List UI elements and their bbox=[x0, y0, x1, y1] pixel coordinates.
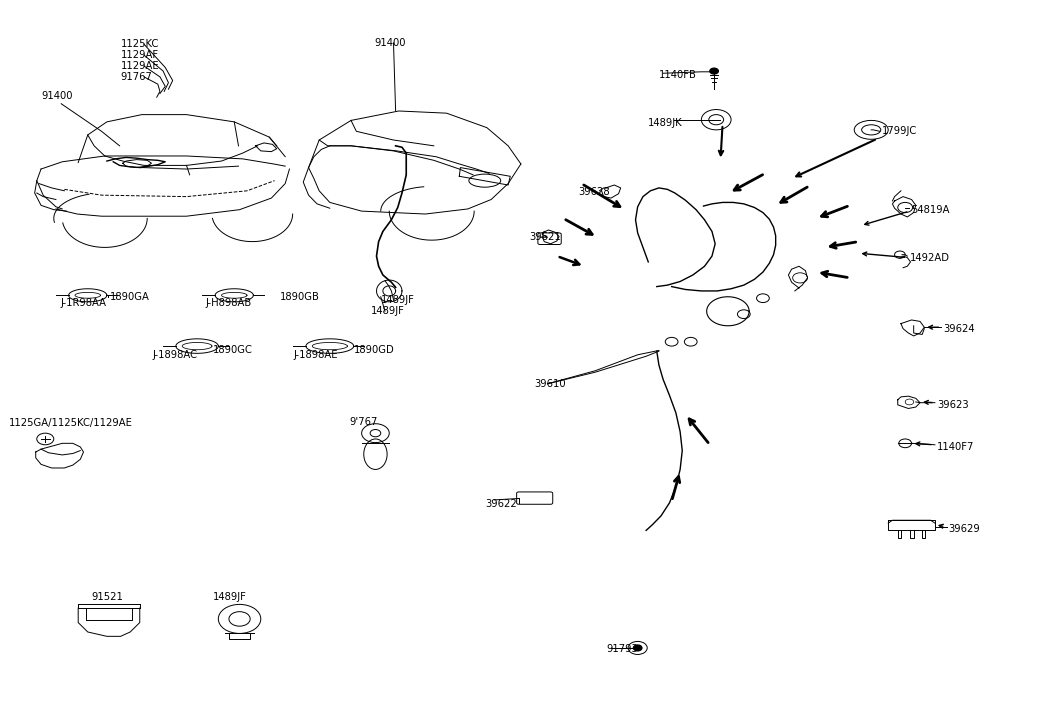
Text: 54819A: 54819A bbox=[912, 205, 950, 214]
Text: 1489JF: 1489JF bbox=[381, 294, 415, 305]
Text: 39628: 39628 bbox=[578, 188, 610, 197]
Circle shape bbox=[710, 68, 719, 74]
Text: 1890GB: 1890GB bbox=[280, 292, 320, 302]
Text: 39629: 39629 bbox=[948, 524, 980, 534]
Text: 1489JF: 1489JF bbox=[213, 593, 247, 602]
Circle shape bbox=[634, 645, 642, 651]
Text: 1489JF: 1489JF bbox=[371, 306, 405, 316]
Text: 1799JC: 1799JC bbox=[882, 126, 917, 136]
Text: 1890GC: 1890GC bbox=[213, 345, 253, 356]
Text: 39623: 39623 bbox=[938, 400, 968, 410]
Text: 9'767: 9'767 bbox=[349, 417, 377, 427]
Text: 1489JK: 1489JK bbox=[648, 118, 682, 128]
Text: J-1R98AA: J-1R98AA bbox=[61, 297, 106, 308]
Text: 39622: 39622 bbox=[485, 499, 517, 509]
Text: J-H898AB: J-H898AB bbox=[205, 297, 252, 308]
Text: 91400: 91400 bbox=[41, 92, 72, 102]
Text: 39621: 39621 bbox=[529, 232, 561, 242]
Text: 1890GA: 1890GA bbox=[111, 292, 150, 302]
Text: 39610: 39610 bbox=[535, 379, 567, 389]
Text: 1125KC: 1125KC bbox=[121, 39, 159, 49]
Text: 1125GA/1125KC/1129AE: 1125GA/1125KC/1129AE bbox=[10, 418, 133, 428]
Text: J-1898AE: J-1898AE bbox=[293, 350, 338, 360]
Text: 1492AD: 1492AD bbox=[910, 252, 949, 262]
Text: 91767: 91767 bbox=[121, 72, 152, 82]
Text: 39624: 39624 bbox=[943, 324, 975, 334]
Text: 91400: 91400 bbox=[374, 38, 406, 48]
Text: 1890GD: 1890GD bbox=[354, 345, 395, 356]
Text: 91793: 91793 bbox=[607, 643, 639, 654]
Text: 1140F7: 1140F7 bbox=[938, 442, 975, 452]
Text: 1140FB: 1140FB bbox=[659, 70, 696, 80]
Text: 1129AE: 1129AE bbox=[121, 61, 159, 71]
Text: J-1898AC: J-1898AC bbox=[152, 350, 198, 360]
Text: 1129AF: 1129AF bbox=[121, 50, 158, 60]
Text: 91521: 91521 bbox=[91, 593, 123, 602]
